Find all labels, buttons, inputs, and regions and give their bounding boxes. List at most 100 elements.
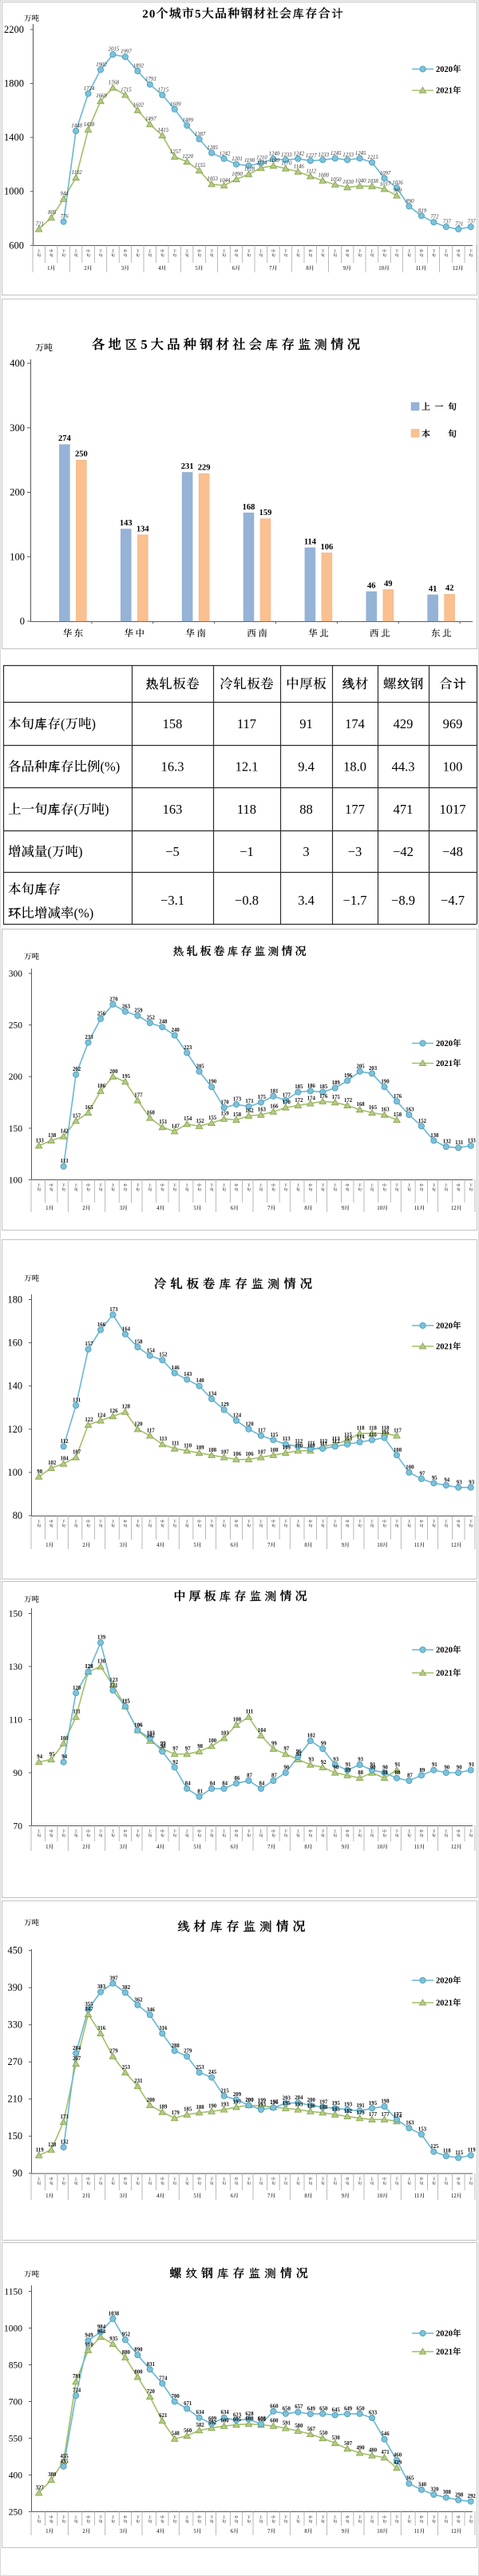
svg-text:1233: 1233 — [281, 153, 292, 158]
svg-text:3: 3 — [303, 844, 309, 859]
svg-text:150: 150 — [9, 1124, 23, 1134]
svg-text:737: 737 — [468, 220, 477, 225]
svg-text:1210: 1210 — [256, 156, 267, 161]
svg-text:429: 429 — [394, 716, 414, 731]
svg-text:125: 125 — [430, 2144, 439, 2150]
svg-text:550: 550 — [9, 2435, 23, 2444]
svg-text:3: 3 — [121, 266, 125, 271]
svg-text:109: 109 — [196, 1445, 204, 1451]
svg-text:138: 138 — [48, 1133, 57, 1139]
svg-text:9: 9 — [342, 1206, 345, 1211]
svg-text:100: 100 — [9, 1176, 23, 1186]
svg-text:124: 124 — [97, 1413, 106, 1419]
svg-text:116: 116 — [382, 1430, 390, 1436]
svg-text:101: 101 — [60, 1736, 69, 1742]
svg-text:10: 10 — [377, 2194, 382, 2199]
svg-text:200: 200 — [307, 2098, 316, 2103]
svg-text:1: 1 — [46, 1543, 48, 1548]
svg-text:2020: 2020 — [436, 1977, 453, 1986]
svg-text:772: 772 — [430, 215, 439, 220]
svg-text:550: 550 — [319, 2431, 328, 2436]
svg-text:320: 320 — [430, 2487, 439, 2493]
svg-text:1715: 1715 — [158, 87, 169, 93]
svg-text:1: 1 — [47, 266, 49, 271]
svg-text:229: 229 — [198, 464, 211, 473]
svg-text:660: 660 — [270, 2404, 279, 2409]
svg-text:108: 108 — [208, 1448, 217, 1453]
svg-text:99: 99 — [271, 1742, 277, 1747]
svg-text:582: 582 — [196, 2423, 204, 2428]
svg-text:185: 185 — [295, 1084, 303, 1090]
svg-text:591: 591 — [283, 2420, 291, 2426]
svg-text:288: 288 — [172, 2043, 180, 2049]
svg-text:193: 193 — [295, 2102, 303, 2107]
svg-text:11: 11 — [414, 1845, 420, 1850]
svg-text:159: 159 — [220, 1112, 229, 1117]
svg-text:600: 600 — [220, 2419, 229, 2424]
svg-text:126: 126 — [109, 1409, 118, 1414]
svg-text:99: 99 — [160, 1742, 166, 1747]
svg-text:800: 800 — [134, 2369, 143, 2375]
svg-text:−1: −1 — [240, 844, 254, 859]
svg-text:180: 180 — [8, 1294, 22, 1306]
svg-text:256: 256 — [97, 1011, 106, 1017]
svg-text:1097: 1097 — [380, 171, 391, 176]
svg-text:185: 185 — [319, 1084, 328, 1090]
svg-text:95: 95 — [296, 1752, 302, 1758]
svg-text:199: 199 — [258, 2098, 267, 2104]
svg-text:124: 124 — [233, 1413, 242, 1419]
svg-text:634: 634 — [220, 2410, 229, 2415]
svg-text:90: 90 — [13, 2168, 22, 2179]
svg-text:3: 3 — [120, 1845, 123, 1850]
svg-text:397: 397 — [109, 1976, 118, 1981]
svg-text:7: 7 — [267, 1206, 271, 1211]
svg-text:111: 111 — [319, 1441, 327, 1447]
svg-text:108: 108 — [270, 1448, 279, 1453]
svg-text:150: 150 — [9, 1610, 23, 1619]
svg-text:284: 284 — [73, 2046, 81, 2051]
svg-text:400: 400 — [10, 358, 25, 369]
svg-text:460: 460 — [394, 2453, 402, 2459]
svg-text:113: 113 — [283, 1437, 291, 1442]
svg-text:9: 9 — [342, 1543, 345, 1548]
svg-text:88: 88 — [382, 1770, 388, 1776]
svg-text:210: 210 — [8, 2094, 22, 2105]
svg-text:197: 197 — [319, 2099, 328, 2105]
svg-text:177: 177 — [369, 2112, 378, 2118]
svg-text:4: 4 — [156, 2529, 160, 2534]
svg-text:605: 605 — [233, 2417, 242, 2423]
svg-text:362: 362 — [134, 1997, 143, 2003]
svg-text:9: 9 — [342, 1845, 345, 1850]
svg-text:189: 189 — [332, 1080, 341, 1086]
svg-text:365: 365 — [406, 2476, 414, 2482]
svg-text:185: 185 — [332, 2107, 341, 2113]
svg-text:4: 4 — [158, 266, 161, 271]
svg-text:250: 250 — [9, 1021, 23, 1031]
svg-text:530: 530 — [332, 2435, 341, 2441]
svg-text:88: 88 — [299, 802, 313, 817]
svg-text:1174: 1174 — [256, 161, 267, 166]
svg-text:134: 134 — [208, 1391, 217, 1397]
svg-text:1201: 1201 — [232, 157, 243, 162]
svg-text:781: 781 — [73, 2374, 81, 2380]
svg-text:132: 132 — [60, 2140, 69, 2146]
svg-text:1220: 1220 — [182, 154, 193, 160]
svg-text:179: 179 — [172, 2110, 180, 2116]
svg-text:94: 94 — [61, 1754, 67, 1760]
svg-text:1038: 1038 — [109, 2311, 120, 2316]
svg-text:200: 200 — [245, 2098, 254, 2103]
svg-text:233: 233 — [85, 1035, 93, 1040]
svg-text:298: 298 — [455, 2492, 464, 2498]
svg-text:2021: 2021 — [436, 1670, 453, 1678]
svg-text:133: 133 — [468, 1138, 477, 1143]
svg-text:115: 115 — [270, 1433, 278, 1438]
svg-text:2021: 2021 — [436, 1060, 453, 1068]
svg-text:134: 134 — [137, 525, 150, 533]
svg-text:−8.9: −8.9 — [391, 893, 415, 908]
svg-text:9.4: 9.4 — [298, 759, 315, 775]
svg-text:142: 142 — [60, 1129, 69, 1135]
svg-text:2020: 2020 — [436, 2330, 453, 2339]
svg-text:188: 188 — [319, 2105, 328, 2110]
svg-text:700: 700 — [9, 2398, 23, 2408]
svg-text:117: 117 — [237, 716, 256, 731]
